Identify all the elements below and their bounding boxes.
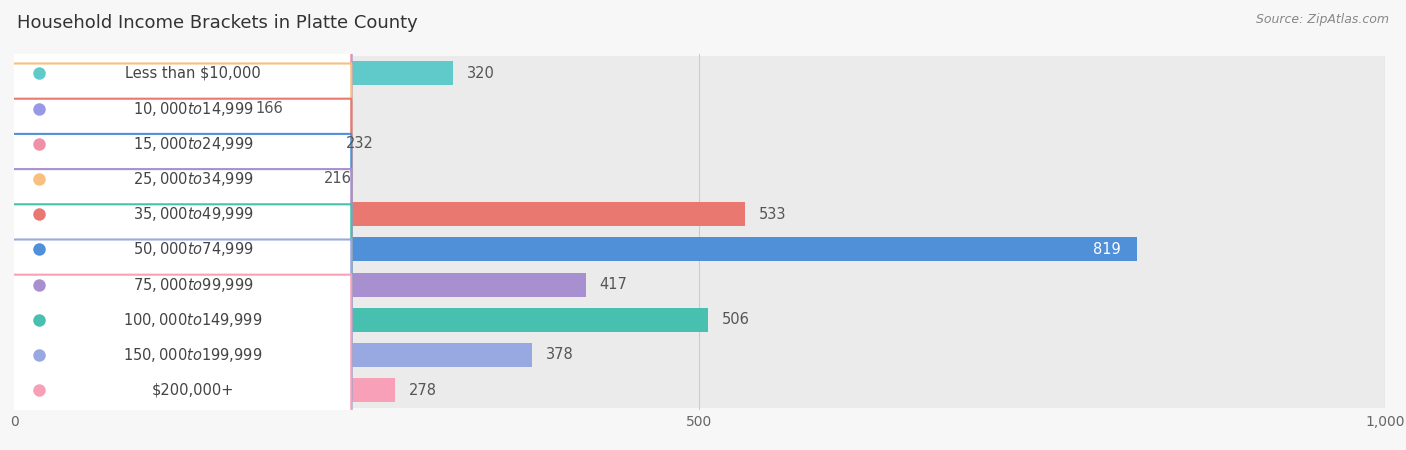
Text: 278: 278 (409, 382, 437, 398)
FancyBboxPatch shape (13, 169, 352, 400)
Bar (14, 338, 1385, 373)
Text: $50,000 to $74,999: $50,000 to $74,999 (132, 240, 253, 258)
Bar (14, 273, 586, 297)
Bar (14, 238, 1137, 261)
FancyBboxPatch shape (13, 28, 352, 259)
Text: 320: 320 (467, 66, 495, 81)
Bar (14, 126, 1385, 162)
FancyBboxPatch shape (13, 204, 352, 435)
FancyBboxPatch shape (13, 0, 352, 224)
Bar (14, 308, 707, 332)
Text: 417: 417 (599, 277, 627, 292)
FancyBboxPatch shape (13, 239, 352, 450)
FancyBboxPatch shape (13, 274, 352, 450)
Bar (14, 302, 1385, 338)
Text: 166: 166 (256, 101, 283, 116)
Bar (14, 378, 395, 402)
Bar (14, 56, 1385, 91)
Bar (14, 232, 1385, 267)
Text: $15,000 to $24,999: $15,000 to $24,999 (132, 135, 253, 153)
Text: 819: 819 (1092, 242, 1121, 257)
Text: Less than $10,000: Less than $10,000 (125, 66, 262, 81)
FancyBboxPatch shape (13, 134, 352, 365)
Bar (14, 132, 332, 156)
Text: $100,000 to $149,999: $100,000 to $149,999 (124, 311, 263, 329)
FancyBboxPatch shape (13, 0, 352, 189)
Bar (14, 91, 1385, 126)
Text: $150,000 to $199,999: $150,000 to $199,999 (124, 346, 263, 364)
Text: $75,000 to $99,999: $75,000 to $99,999 (132, 275, 253, 293)
Bar (14, 202, 745, 226)
Text: $200,000+: $200,000+ (152, 382, 235, 398)
Bar (14, 162, 1385, 197)
Text: Household Income Brackets in Platte County: Household Income Brackets in Platte Coun… (17, 14, 418, 32)
Text: 232: 232 (346, 136, 374, 151)
Bar (14, 343, 533, 367)
Text: 378: 378 (546, 347, 574, 362)
Text: $35,000 to $49,999: $35,000 to $49,999 (132, 205, 253, 223)
Bar (14, 373, 1385, 408)
Text: 533: 533 (758, 207, 786, 222)
Text: $10,000 to $14,999: $10,000 to $14,999 (132, 99, 253, 117)
FancyBboxPatch shape (13, 99, 352, 329)
Text: 216: 216 (323, 171, 352, 186)
Bar (14, 197, 1385, 232)
Text: Source: ZipAtlas.com: Source: ZipAtlas.com (1256, 14, 1389, 27)
Bar (14, 267, 1385, 302)
Text: $25,000 to $34,999: $25,000 to $34,999 (132, 170, 253, 188)
Bar (14, 97, 242, 121)
Bar (14, 167, 311, 191)
Bar (14, 61, 453, 86)
Text: 506: 506 (721, 312, 749, 327)
FancyBboxPatch shape (13, 63, 352, 294)
